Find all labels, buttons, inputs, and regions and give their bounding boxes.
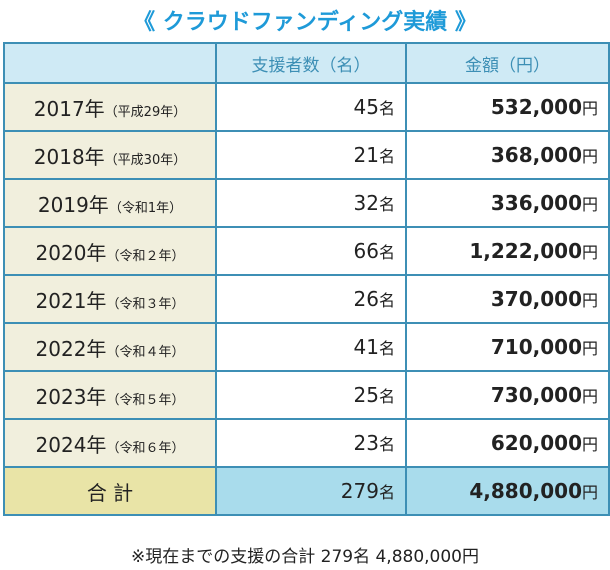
count-unit: 名 [378, 195, 395, 214]
amount-unit: 円 [581, 483, 598, 502]
count-cell: 21名 [215, 130, 407, 180]
title: 《 クラウドファンディング実績 》 [133, 10, 477, 35]
count-unit: 名 [378, 99, 395, 118]
count: 26 [353, 287, 379, 311]
year: 2023年 [35, 384, 107, 409]
amount: 4,880,000 [469, 479, 582, 503]
label-cell: 2024年（令和６年） [3, 418, 217, 468]
amount-cell: 730,000円 [405, 370, 610, 420]
amount: 368,000 [490, 143, 582, 167]
count-unit: 名 [378, 483, 395, 502]
count-unit: 名 [378, 147, 395, 166]
count-cell: 45名 [215, 82, 407, 132]
amount-cell: 1,222,000円 [405, 226, 610, 276]
year: 2021年 [35, 288, 107, 313]
era: （令和４年） [106, 344, 185, 360]
data-row: 2023年（令和５年） 25名 730,000円 [3, 370, 610, 420]
count-unit: 名 [378, 387, 395, 406]
total-label: 合 計 [86, 480, 134, 505]
count-cell: 25名 [215, 370, 407, 420]
amount-unit: 円 [581, 243, 598, 262]
label-cell: 2017年（平成29年） [3, 82, 217, 132]
count: 66 [353, 239, 379, 263]
count-unit: 名 [378, 243, 395, 262]
count: 25 [353, 383, 379, 407]
count: 21 [353, 143, 379, 167]
amount-unit: 円 [581, 435, 598, 454]
era: （令和６年） [106, 440, 185, 456]
year: 2020年 [35, 240, 107, 265]
count-cell: 23名 [215, 418, 407, 468]
year: 2022年 [35, 336, 107, 361]
amount-unit: 円 [581, 99, 598, 118]
amount-unit: 円 [581, 195, 598, 214]
era: （令和２年） [106, 248, 185, 264]
count: 41 [353, 335, 379, 359]
count-unit: 名 [378, 339, 395, 358]
amount-cell: 710,000円 [405, 322, 610, 372]
label-cell: 2018年（平成30年） [3, 130, 217, 180]
year: 2019年 [37, 192, 109, 217]
amount: 336,000 [490, 191, 582, 215]
era: （令和３年） [106, 296, 185, 312]
count-unit: 名 [378, 291, 395, 310]
count-unit: 名 [378, 435, 395, 454]
data-row: 2019年（令和1年） 32名 336,000円 [3, 178, 610, 228]
count-cell: 26名 [215, 274, 407, 324]
header-row: 支援者数（名） 金額（円） [3, 42, 610, 84]
data-row: 2020年（令和２年） 66名 1,222,000円 [3, 226, 610, 276]
amount: 710,000 [490, 335, 582, 359]
label-cell: 2019年（令和1年） [3, 178, 217, 228]
era: （平成29年） [104, 104, 187, 120]
header-cell [3, 42, 217, 84]
data-row: 2022年（令和４年） 41名 710,000円 [3, 322, 610, 372]
amount: 532,000 [490, 95, 582, 119]
year: 2017年 [33, 96, 105, 121]
year: 2024年 [35, 432, 107, 457]
amount: 730,000 [490, 383, 582, 407]
amount-cell: 368,000円 [405, 130, 610, 180]
amount-unit: 円 [581, 147, 598, 166]
count-cell: 66名 [215, 226, 407, 276]
label-cell: 2022年（令和４年） [3, 322, 217, 372]
amount-unit: 円 [581, 387, 598, 406]
era: （平成30年） [104, 152, 187, 168]
results-table: 支援者数（名） 金額（円） 2017年（平成29年） 45名 532,000円 201… [3, 42, 610, 516]
amount: 1,222,000 [469, 239, 582, 263]
amount: 370,000 [490, 287, 582, 311]
amount-cell: 336,000円 [405, 178, 610, 228]
amount-unit: 円 [581, 339, 598, 358]
label-cell: 合 計 [3, 466, 217, 516]
year: 2018年 [33, 144, 105, 169]
total-row: 合 計 279名 4,880,000円 [3, 466, 610, 516]
era: （令和1年） [108, 200, 183, 216]
label-cell: 2020年（令和２年） [3, 226, 217, 276]
header-cell: 支援者数（名） [215, 42, 407, 84]
count: 45 [353, 95, 379, 119]
data-row: 2018年（平成30年） 21名 368,000円 [3, 130, 610, 180]
amount: 620,000 [490, 431, 582, 455]
label-cell: 2023年（令和５年） [3, 370, 217, 420]
count-cell: 279名 [215, 466, 407, 516]
data-row: 2021年（令和３年） 26名 370,000円 [3, 274, 610, 324]
count: 23 [353, 431, 379, 455]
data-row: 2017年（平成29年） 45名 532,000円 [3, 82, 610, 132]
amount-unit: 円 [581, 291, 598, 310]
amount-cell: 532,000円 [405, 82, 610, 132]
amount-cell: 620,000円 [405, 418, 610, 468]
count: 32 [353, 191, 379, 215]
footnote: ※現在までの支援の合計 279名 4,880,000円 [130, 547, 480, 567]
count-cell: 32名 [215, 178, 407, 228]
label-cell: 2021年（令和３年） [3, 274, 217, 324]
amount-cell: 370,000円 [405, 274, 610, 324]
data-row: 2024年（令和６年） 23名 620,000円 [3, 418, 610, 468]
count-cell: 41名 [215, 322, 407, 372]
era: （令和５年） [106, 392, 185, 408]
count: 279 [340, 479, 379, 503]
header-cell: 金額（円） [405, 42, 610, 84]
amount-cell: 4,880,000円 [405, 466, 610, 516]
